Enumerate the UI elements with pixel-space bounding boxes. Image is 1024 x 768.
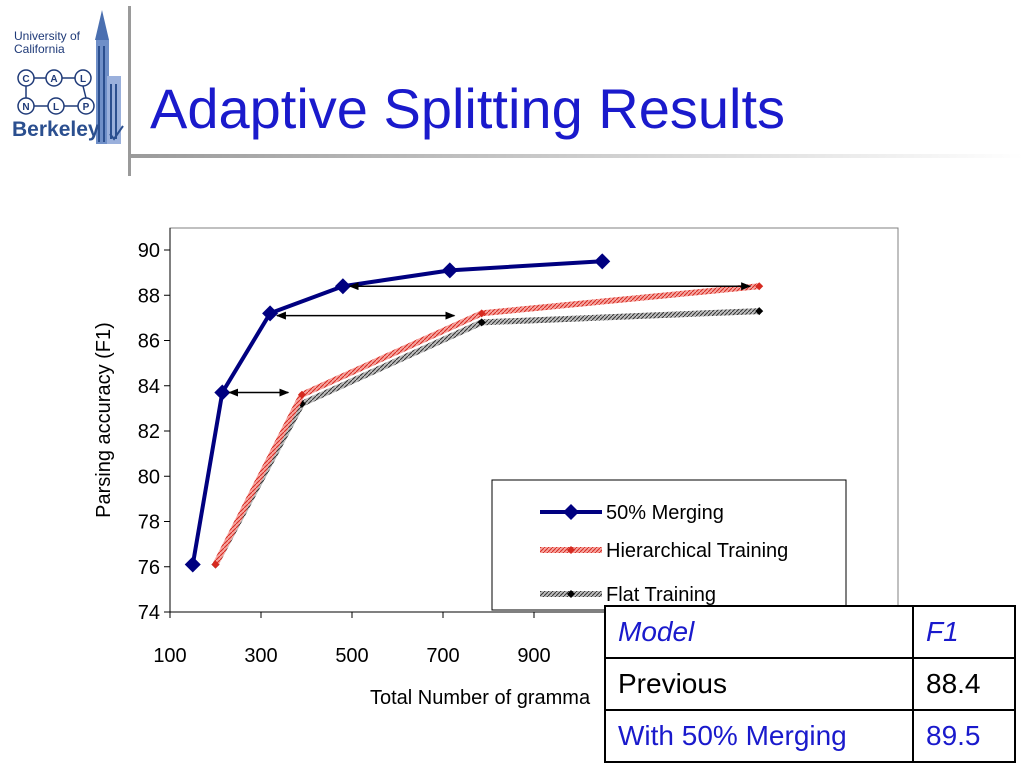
cell-f1: 89.5 bbox=[912, 709, 1016, 763]
data-point bbox=[262, 305, 279, 322]
logo-wordmark: Berkeley bbox=[12, 118, 100, 141]
data-point bbox=[214, 384, 231, 401]
y-tick-label: 88 bbox=[138, 285, 160, 307]
data-point bbox=[211, 560, 220, 569]
campanile-tower-icon: C A L N L P bbox=[17, 10, 124, 144]
table-row: Previous 88.4 bbox=[604, 657, 1016, 711]
title-divider-horizontal bbox=[128, 154, 1024, 158]
logo-letter: C bbox=[22, 74, 29, 85]
legend-label: Flat Training bbox=[606, 584, 716, 606]
data-point bbox=[755, 282, 764, 291]
y-tick-label: 76 bbox=[138, 557, 160, 579]
cell-model: With 50% Merging bbox=[604, 709, 914, 763]
logo-university: University of California bbox=[14, 30, 80, 56]
x-tick-label: 700 bbox=[426, 645, 459, 667]
logo-letter: L bbox=[80, 74, 86, 85]
table-row: With 50% Merging 89.5 bbox=[604, 709, 1016, 763]
logo-line2: California bbox=[14, 42, 65, 56]
data-point bbox=[334, 278, 351, 295]
legend-swatch-marker bbox=[567, 590, 575, 598]
logo-line1: University of bbox=[14, 29, 81, 43]
x-axis-title: Total Number of gramma bbox=[370, 687, 591, 709]
slide-title: Adaptive Splitting Results bbox=[150, 77, 786, 140]
series-line bbox=[190, 259, 603, 565]
y-tick-label: 80 bbox=[138, 466, 160, 488]
x-tick-label: 100 bbox=[153, 645, 186, 667]
logo-letter: A bbox=[50, 74, 57, 85]
series-line bbox=[212, 283, 760, 566]
legend-label: 50% Merging bbox=[606, 502, 724, 524]
chart-legend: 50% Merging Hierarchical Training Flat Tra… bbox=[491, 479, 847, 611]
x-tick-label: 300 bbox=[244, 645, 277, 667]
legend-swatch-marker bbox=[563, 504, 579, 520]
logo-letter: N bbox=[22, 102, 29, 113]
y-tick-label: 86 bbox=[138, 331, 160, 353]
data-point bbox=[297, 390, 306, 399]
y-axis-title: Parsing accuracy (F1) bbox=[93, 322, 115, 518]
cell-model: Previous bbox=[604, 657, 914, 711]
data-point bbox=[184, 556, 201, 573]
y-tick-label: 90 bbox=[138, 240, 160, 262]
data-point bbox=[477, 318, 486, 327]
cell-f1: 88.4 bbox=[912, 657, 1016, 711]
data-point bbox=[594, 253, 611, 270]
y-tick-label: 82 bbox=[138, 421, 160, 443]
berkeley-logo: C A L N L P University of California Ber… bbox=[6, 6, 130, 156]
header-model: Model bbox=[604, 605, 914, 659]
data-point bbox=[755, 307, 764, 316]
x-tick-label: 500 bbox=[335, 645, 368, 667]
y-tick-label: 78 bbox=[138, 512, 160, 534]
legend-swatch-marker bbox=[567, 546, 575, 554]
table-header-row: Model F1 bbox=[604, 605, 1016, 659]
title-divider-vertical bbox=[128, 6, 131, 176]
calnlp-circles bbox=[17, 69, 95, 115]
logo-letter: P bbox=[83, 102, 90, 113]
x-tick-label: 900 bbox=[517, 645, 550, 667]
logo-letter: L bbox=[53, 102, 59, 113]
data-point bbox=[441, 262, 458, 279]
legend-label: Hierarchical Training bbox=[606, 540, 788, 562]
results-table: Model F1 Previous 88.4 With 50% Merging … bbox=[604, 605, 1016, 763]
data-point bbox=[477, 309, 486, 318]
y-tick-label: 84 bbox=[138, 376, 160, 398]
y-tick-label: 74 bbox=[138, 602, 160, 624]
header-f1: F1 bbox=[912, 605, 1016, 659]
